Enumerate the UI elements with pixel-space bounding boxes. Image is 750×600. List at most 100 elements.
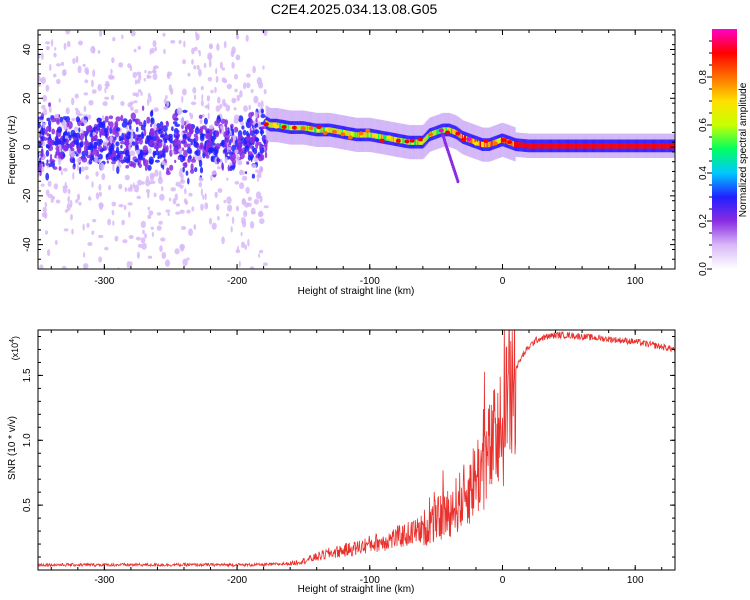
spectrogram-cell: [95, 171, 99, 177]
spectrogram-cell: [183, 40, 186, 48]
spectrogram-cell: [76, 157, 82, 163]
spectrogram-cell: [671, 143, 673, 149]
spectrogram-cell: [120, 101, 125, 106]
spectrogram-x-tick-label: 100: [627, 276, 644, 287]
spectrogram-cell: [117, 267, 120, 269]
spectrogram-cell: [128, 211, 131, 218]
spectrogram-cell: [190, 163, 194, 171]
spectrogram-cell: [141, 270, 145, 277]
spectrogram-cell: [582, 143, 585, 149]
spectrogram-cell: [151, 231, 154, 238]
spectrogram-cell: [199, 134, 205, 142]
spectrogram-cell: [66, 203, 71, 211]
spectrogram-cell: [161, 160, 166, 165]
spectrogram-cell: [216, 204, 220, 211]
spectrogram-cell: [96, 123, 101, 131]
spectrogram-cell: [459, 133, 462, 139]
spectrogram-cell: [154, 159, 160, 163]
spectrogram-x-tick-label: 0: [500, 276, 506, 287]
spectrogram-cell: [234, 114, 240, 120]
spectrogram-cell: [73, 163, 76, 167]
spectrogram-cell: [123, 204, 127, 211]
spectrogram-cell: [170, 40, 176, 44]
spectrogram-cell: [190, 158, 196, 163]
spectrogram-cell: [464, 135, 466, 141]
spectrogram-cell: [238, 260, 241, 268]
spectrogram-cell: [136, 134, 142, 138]
spectrogram-cell: [655, 143, 658, 149]
spectrogram-cell: [83, 130, 86, 136]
spectrogram-cell: [314, 127, 317, 133]
spectrogram-cell: [225, 124, 228, 133]
spectrogram-cell: [262, 125, 266, 130]
spectrogram-cell: [492, 141, 498, 146]
spectrogram-cell: [188, 228, 193, 236]
spectrogram-cell: [135, 236, 141, 241]
spectrogram-cell: [142, 145, 148, 153]
spectrogram-cell: [621, 143, 624, 149]
spectrogram-cell: [386, 135, 392, 140]
spectrogram-cell: [156, 123, 161, 128]
spectrogram-cell: [87, 145, 92, 151]
spectrogram-cell: [39, 116, 44, 120]
spectrogram-cell: [109, 147, 113, 155]
spectrogram-cell: [45, 230, 48, 235]
spectrogram-cell: [188, 192, 193, 197]
spectrogram-cell: [664, 143, 667, 149]
spectrogram-cell: [240, 170, 246, 175]
spectrogram-cell: [261, 147, 265, 153]
spectrogram-cell: [193, 224, 197, 230]
spectrogram-cell: [280, 123, 283, 129]
spectrogram-cell: [133, 184, 140, 193]
spectrogram-cell: [41, 52, 44, 60]
spectrogram-cell: [82, 223, 85, 231]
spectrogram-cell: [140, 155, 144, 161]
spectrogram-cell: [136, 195, 142, 199]
spectrogram-cell: [187, 72, 191, 77]
spectrogram-cell: [364, 132, 367, 138]
spectrogram-cell: [512, 141, 515, 147]
spectrogram-cell: [227, 204, 233, 212]
spectrogram-cell: [233, 107, 237, 111]
spectrogram-cell: [62, 185, 68, 189]
spectrogram-cell: [161, 251, 167, 260]
spectrogram-cell: [147, 206, 151, 211]
spectrogram-cell: [165, 273, 169, 281]
spectrogram-cell: [330, 127, 333, 133]
spectrogram-cell: [150, 180, 156, 184]
spectrogram-cell: [45, 84, 50, 92]
spectrogram-cell: [47, 138, 53, 146]
spectrogram-cell: [166, 72, 171, 80]
spectrogram-cell: [222, 98, 226, 107]
spectrogram-cell: [199, 119, 203, 124]
spectrogram-cell: [354, 132, 357, 138]
spectrogram-cell: [221, 139, 225, 146]
snr-line: [38, 330, 675, 568]
spectrogram-cell: [146, 116, 151, 124]
spectrogram-cell: [538, 143, 541, 149]
spectrogram-cell: [55, 150, 60, 156]
spectrogram-cell: [126, 121, 130, 126]
spectrogram-cell: [168, 197, 172, 202]
spectrogram-cell: [485, 141, 488, 148]
spectrogram-cell: [58, 166, 62, 171]
spectrogram-cell: [83, 252, 86, 258]
spectrogram-cell: [263, 205, 269, 209]
spectrogram-cell: [227, 164, 230, 172]
spectrogram-cell: [108, 74, 114, 80]
spectrogram-cell: [45, 189, 50, 196]
spectrogram-cell: [109, 121, 114, 129]
spectrogram-cell: [421, 139, 424, 145]
spectrogram-cell: [588, 143, 591, 149]
spectrogram-cell: [206, 95, 211, 102]
spectrogram-cell: [223, 139, 229, 143]
spectrogram-cell: [183, 149, 188, 158]
spectrogram-cell: [227, 147, 232, 150]
spectrogram-cell: [53, 183, 59, 190]
spectrogram-cell: [132, 71, 138, 79]
spectrogram-cell: [230, 165, 233, 169]
spectrogram-cell: [73, 126, 79, 132]
spectrogram-cell: [204, 281, 209, 288]
spectrogram-cell: [165, 145, 169, 153]
spectrogram-cell: [48, 106, 52, 113]
